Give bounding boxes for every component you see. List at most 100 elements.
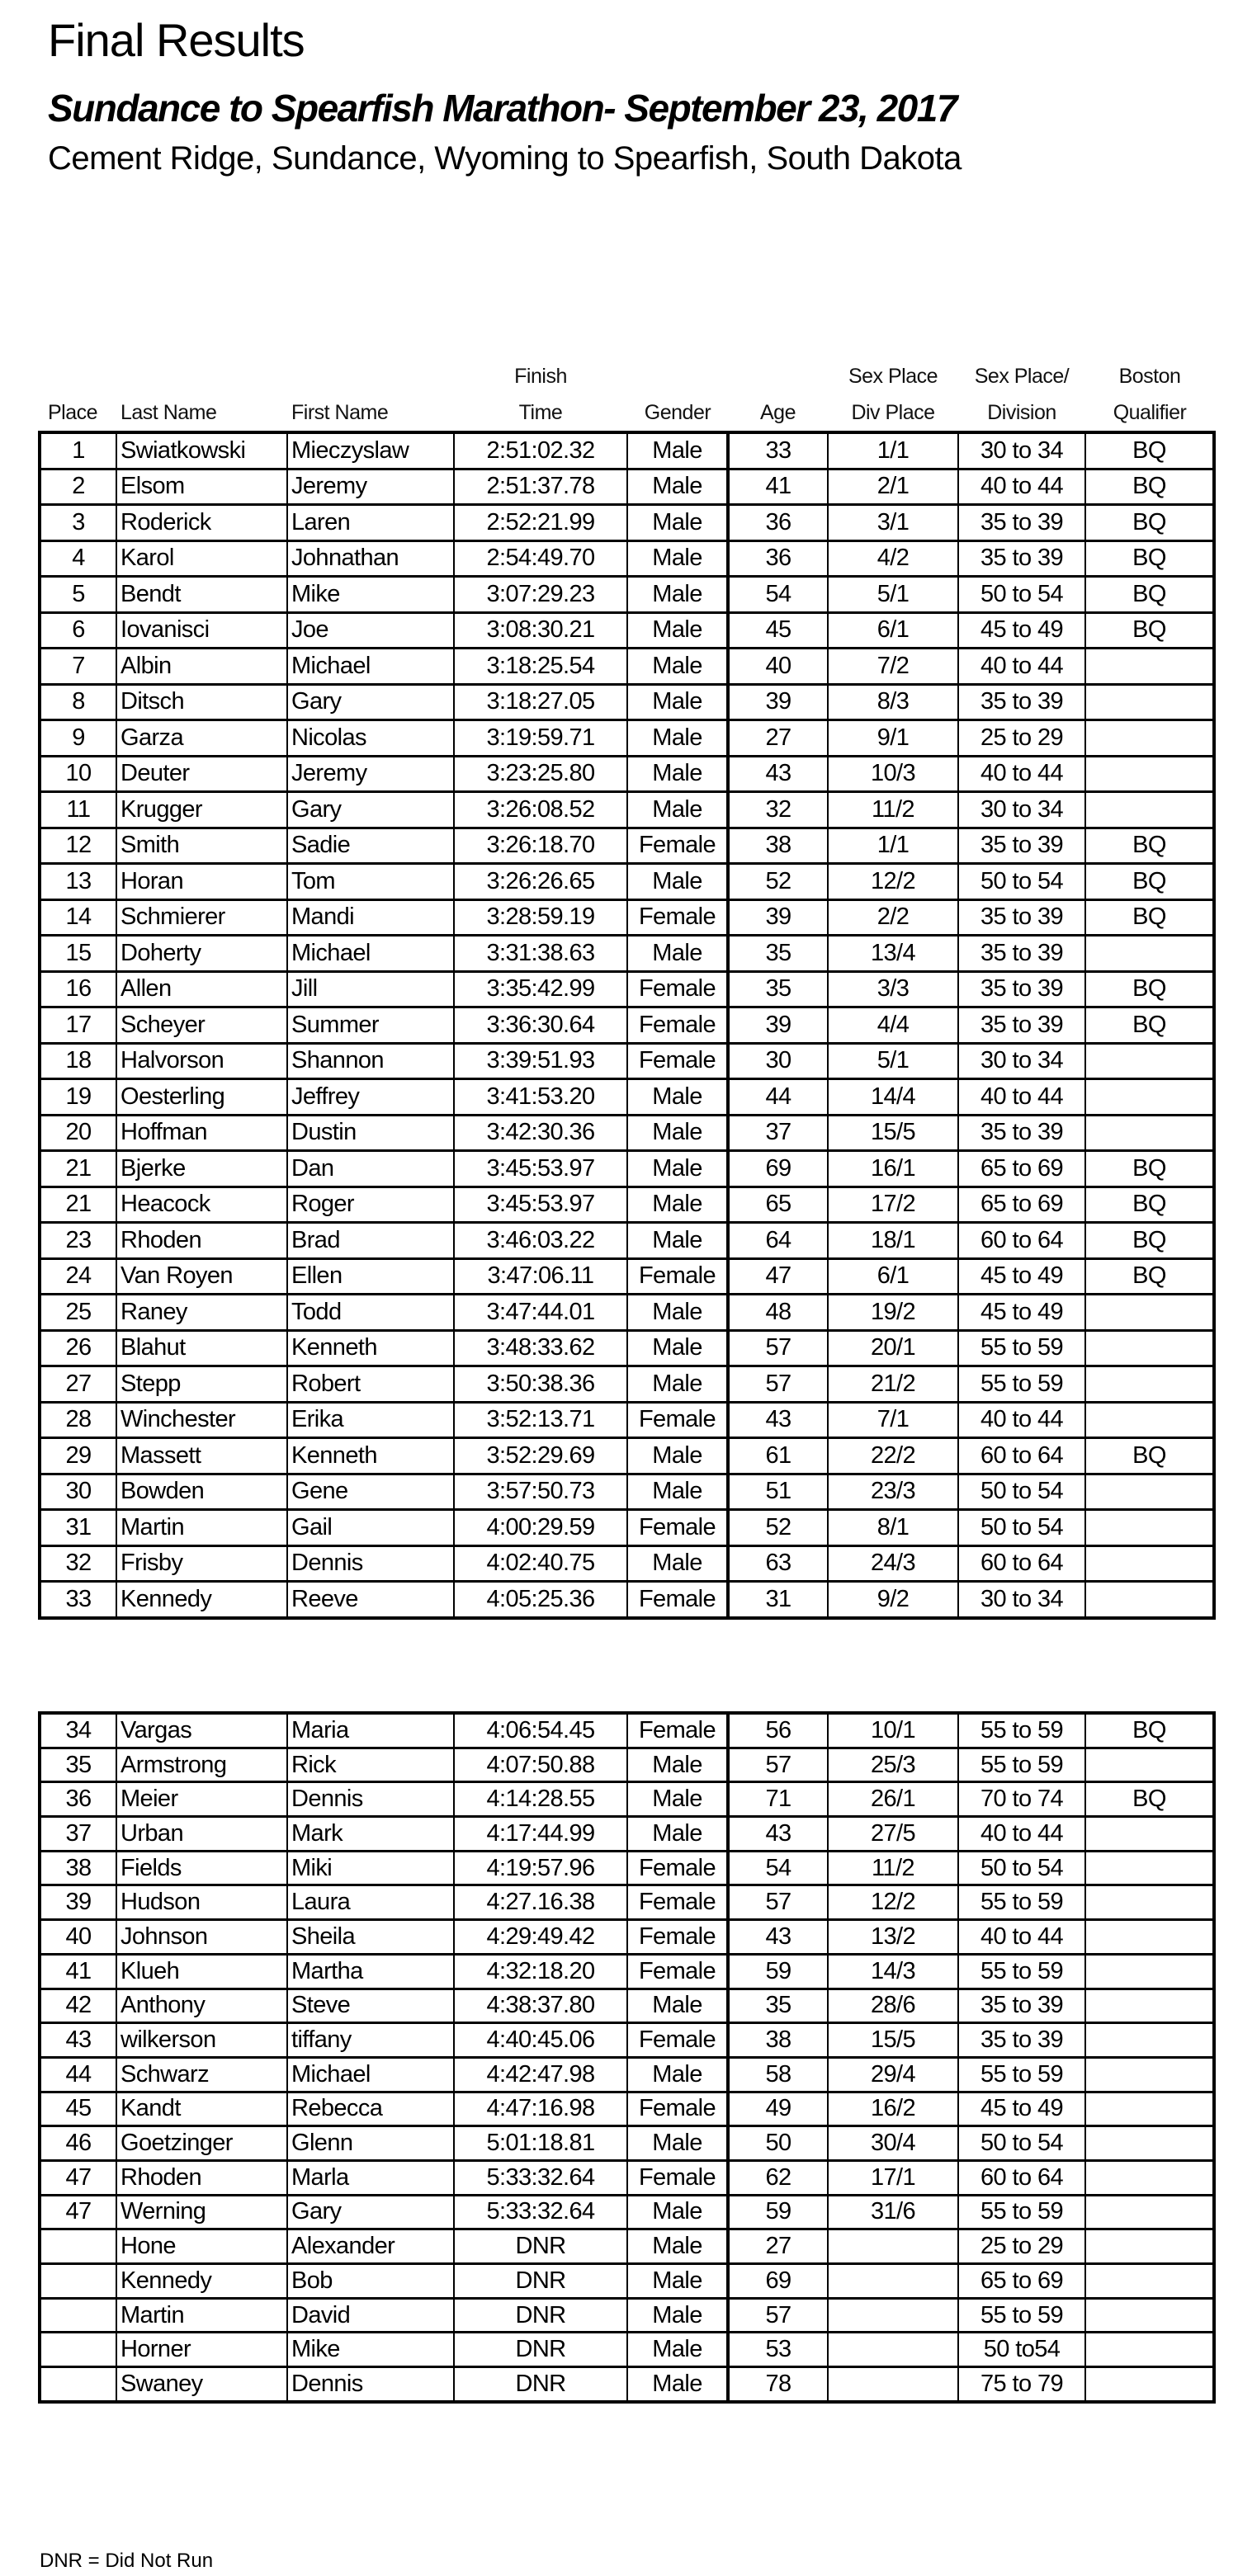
cell-first-name: Mandi xyxy=(286,899,455,937)
cell-gender: Male xyxy=(626,2262,730,2300)
cell-place: 4 xyxy=(39,540,117,578)
cell-first-name: Joe xyxy=(286,611,455,649)
cell-gender: Male xyxy=(626,2228,730,2265)
cell-boston-qualifier xyxy=(1084,1988,1215,2025)
cell-sex-div-place xyxy=(827,2297,959,2334)
cell-place: 11 xyxy=(39,790,117,829)
cell-boston-qualifier xyxy=(1084,2091,1215,2128)
cell-boston-qualifier xyxy=(1084,1815,1215,1852)
cell-age: 43 xyxy=(727,1401,829,1439)
cell-finish-time: DNR xyxy=(453,2331,628,2369)
cell-boston-qualifier xyxy=(1084,934,1215,973)
cell-first-name: Glenn xyxy=(286,2125,455,2162)
cell-gender: Female xyxy=(626,899,730,937)
cell-first-name: Shannon xyxy=(286,1042,455,1080)
cell-first-name: Dennis xyxy=(286,1545,455,1583)
cell-gender: Female xyxy=(626,2091,730,2128)
cell-age: 53 xyxy=(727,2331,829,2369)
cell-boston-qualifier xyxy=(1084,1918,1215,1956)
cell-sex-div-place: 15/5 xyxy=(827,2022,959,2059)
cell-age: 57 xyxy=(727,1747,829,1784)
cell-place: 21 xyxy=(39,1186,117,1224)
cell-age: 71 xyxy=(727,1781,829,1819)
cell-boston-qualifier xyxy=(1084,683,1215,721)
cell-age: 37 xyxy=(727,1114,829,1152)
cell-finish-time: 5:01:18.81 xyxy=(453,2125,628,2162)
cell-last-name: Bowden xyxy=(116,1473,288,1511)
cell-gender: Male xyxy=(626,1114,730,1152)
cell-finish-time: 5:33:32.64 xyxy=(453,2194,628,2231)
cell-last-name: Kennedy xyxy=(116,2262,288,2300)
cell-sex-div-place xyxy=(827,2228,959,2265)
cell-first-name: Rick xyxy=(286,1747,455,1784)
result-row: 46 Goetzinger Glenn 5:01:18.81 Male 50 30/4 50 … xyxy=(39,2125,1215,2162)
result-row: 12 Smith Sadie 3:26:18.70 Female 38 1/1 35 to 3… xyxy=(39,827,1215,865)
cell-finish-time: 3:18:27.05 xyxy=(453,683,628,721)
cell-first-name: Gary xyxy=(286,790,455,829)
cell-first-name: Martha xyxy=(286,1953,455,1990)
cell-gender: Male xyxy=(626,934,730,973)
cell-age: 44 xyxy=(727,1078,829,1116)
cell-division: 40 to 44 xyxy=(957,1815,1086,1852)
cell-last-name: Bendt xyxy=(116,575,288,614)
cell-age: 36 xyxy=(727,503,829,542)
cell-gender: Female xyxy=(626,1042,730,1080)
cell-last-name: Albin xyxy=(116,647,288,686)
cell-division: 65 to 69 xyxy=(957,1186,1086,1224)
cell-last-name: Kandt xyxy=(116,2091,288,2128)
result-row: 32 Frisby Dennis 4:02:40.75 Male 63 24/3 60 to … xyxy=(39,1545,1215,1583)
cell-last-name: Massett xyxy=(116,1437,288,1475)
cell-boston-qualifier: BQ xyxy=(1084,540,1215,578)
cell-boston-qualifier xyxy=(1084,2366,1215,2404)
cell-gender: Male xyxy=(626,2297,730,2334)
result-row: 25 Raney Todd 3:47:44.01 Male 48 19/2 45 to 49 xyxy=(39,1293,1215,1332)
cell-sex-div-place: 24/3 xyxy=(827,1545,959,1583)
cell-first-name: Sadie xyxy=(286,827,455,865)
cell-last-name: Scheyer xyxy=(116,1006,288,1045)
cell-finish-time: 3:57:50.73 xyxy=(453,1473,628,1511)
cell-boston-qualifier: BQ xyxy=(1084,468,1215,506)
cell-finish-time: 3:47:06.11 xyxy=(453,1257,628,1295)
cell-age: 41 xyxy=(727,468,829,506)
cell-finish-time: 4:02:40.75 xyxy=(453,1545,628,1583)
cell-gender: Female xyxy=(626,1918,730,1956)
header-division-line1: Sex Place/ xyxy=(974,365,1070,388)
cell-age: 65 xyxy=(727,1186,829,1224)
cell-age: 35 xyxy=(727,1988,829,2025)
cell-boston-qualifier xyxy=(1084,1580,1215,1619)
cell-place: 43 xyxy=(39,2022,117,2059)
cell-age: 40 xyxy=(727,647,829,686)
cell-place: 24 xyxy=(39,1257,117,1295)
cell-boston-qualifier: BQ xyxy=(1084,611,1215,649)
cell-gender: Male xyxy=(626,1329,730,1367)
cell-place: 2 xyxy=(39,468,117,506)
cell-age: 33 xyxy=(727,432,829,470)
cell-boston-qualifier: BQ xyxy=(1084,1149,1215,1188)
result-row: 34 Vargas Maria 4:06:54.45 Female 56 10/1 55 to… xyxy=(39,1711,1215,1749)
cell-last-name: Ditsch xyxy=(116,683,288,721)
cell-last-name: Stepp xyxy=(116,1365,288,1404)
cell-place: 33 xyxy=(39,1580,117,1619)
cell-division: 55 to 59 xyxy=(957,2297,1086,2334)
cell-finish-time: 3:28:59.19 xyxy=(453,899,628,937)
cell-gender: Male xyxy=(626,790,730,829)
cell-sex-div-place: 21/2 xyxy=(827,1365,959,1404)
cell-finish-time: 2:52:21.99 xyxy=(453,503,628,542)
cell-division: 35 to 39 xyxy=(957,1988,1086,2025)
cell-place: 15 xyxy=(39,934,117,973)
cell-last-name: Allen xyxy=(116,970,288,1008)
cell-division: 55 to 59 xyxy=(957,1953,1086,1990)
cell-boston-qualifier xyxy=(1084,1401,1215,1439)
cell-boston-qualifier xyxy=(1084,2056,1215,2093)
cell-gender: Male xyxy=(626,1149,730,1188)
cell-age: 63 xyxy=(727,1545,829,1583)
cell-last-name: Vargas xyxy=(116,1711,288,1749)
result-row: 8 Ditsch Gary 3:18:27.05 Male 39 8/3 35 to 39 xyxy=(39,683,1215,721)
cell-place xyxy=(39,2331,117,2369)
cell-place: 5 xyxy=(39,575,117,614)
cell-place: 26 xyxy=(39,1329,117,1367)
cell-first-name: Nicolas xyxy=(286,719,455,757)
cell-sex-div-place: 30/4 xyxy=(827,2125,959,2162)
result-row: 21 Bjerke Dan 3:45:53.97 Male 69 16/1 65 to 69 B… xyxy=(39,1149,1215,1188)
header-place: Place xyxy=(48,401,98,424)
